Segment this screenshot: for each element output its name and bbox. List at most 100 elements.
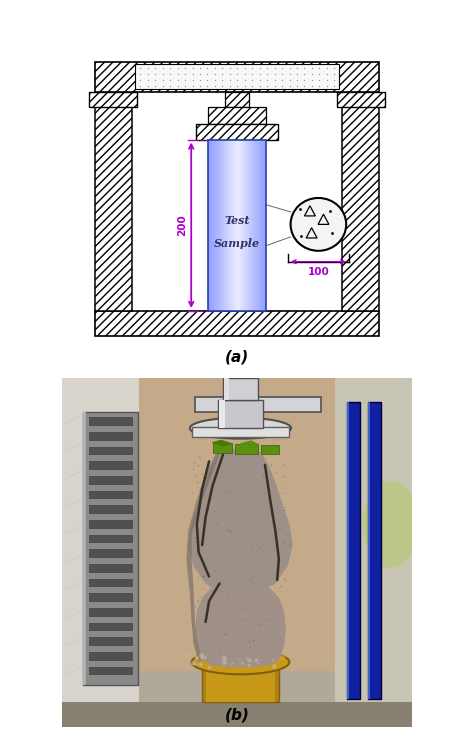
Bar xyxy=(218,400,263,428)
Bar xyxy=(368,402,381,699)
Bar xyxy=(220,139,221,311)
Bar xyxy=(224,377,229,400)
Bar xyxy=(202,661,279,702)
Bar xyxy=(211,139,212,311)
Bar xyxy=(257,139,258,311)
Bar xyxy=(225,139,226,311)
Bar xyxy=(217,139,218,311)
Bar xyxy=(264,139,265,311)
Bar xyxy=(256,139,257,311)
Text: 200: 200 xyxy=(177,214,187,236)
Bar xyxy=(247,139,249,311)
Bar xyxy=(89,520,132,528)
Bar xyxy=(241,139,242,311)
Bar xyxy=(258,139,259,311)
Bar xyxy=(240,139,241,311)
Polygon shape xyxy=(186,453,219,662)
Bar xyxy=(337,92,384,107)
Polygon shape xyxy=(188,447,293,591)
Bar xyxy=(244,139,245,311)
Ellipse shape xyxy=(363,481,419,568)
Bar xyxy=(265,139,266,311)
Bar xyxy=(213,139,214,311)
Bar xyxy=(89,505,132,513)
Bar xyxy=(94,62,380,92)
Bar xyxy=(221,139,222,311)
Bar xyxy=(235,139,237,311)
Text: Test: Test xyxy=(224,214,250,225)
Bar xyxy=(63,702,411,727)
Bar xyxy=(237,139,238,311)
Polygon shape xyxy=(212,440,232,446)
Bar xyxy=(63,377,139,702)
Bar xyxy=(206,661,275,702)
Bar xyxy=(218,139,219,311)
Bar xyxy=(228,139,229,311)
Bar xyxy=(216,139,217,311)
Bar xyxy=(223,139,224,311)
Bar xyxy=(83,413,86,685)
Bar xyxy=(368,402,370,699)
Text: Sample: Sample xyxy=(214,239,260,250)
Bar xyxy=(89,578,132,586)
Bar xyxy=(242,139,243,311)
Bar xyxy=(254,139,255,311)
Polygon shape xyxy=(240,441,258,447)
Bar xyxy=(89,608,132,616)
Bar xyxy=(94,311,380,336)
Bar xyxy=(89,652,132,660)
Ellipse shape xyxy=(291,198,346,251)
Ellipse shape xyxy=(195,652,286,662)
Ellipse shape xyxy=(191,650,289,675)
Bar xyxy=(231,139,233,311)
Bar xyxy=(219,139,220,311)
Bar xyxy=(246,139,247,311)
Bar xyxy=(347,402,360,699)
Bar xyxy=(208,107,266,124)
Bar xyxy=(89,462,132,469)
Text: (a): (a) xyxy=(225,349,249,364)
Bar xyxy=(196,124,278,139)
Text: (b): (b) xyxy=(225,708,249,722)
Bar xyxy=(83,413,137,685)
Bar xyxy=(89,622,132,631)
Bar xyxy=(139,671,335,702)
Bar xyxy=(89,447,132,454)
Bar xyxy=(195,397,321,413)
Bar xyxy=(259,139,260,311)
Bar xyxy=(210,139,211,311)
Bar xyxy=(94,101,132,311)
Bar xyxy=(226,139,227,311)
Bar xyxy=(215,139,216,311)
Bar xyxy=(262,445,279,454)
Bar xyxy=(89,593,132,601)
Bar xyxy=(89,476,132,484)
Bar xyxy=(246,139,248,311)
Bar xyxy=(89,432,132,440)
Bar xyxy=(214,139,215,311)
Bar xyxy=(263,139,264,311)
Bar xyxy=(250,139,252,311)
Polygon shape xyxy=(195,581,286,667)
Ellipse shape xyxy=(190,418,291,439)
Bar xyxy=(243,139,244,311)
Bar xyxy=(208,139,266,311)
Bar xyxy=(255,139,256,311)
Bar xyxy=(208,139,210,311)
Bar xyxy=(347,402,349,699)
Bar xyxy=(139,377,335,702)
Bar xyxy=(222,139,223,311)
Bar xyxy=(232,139,234,311)
Bar xyxy=(260,139,261,311)
Bar xyxy=(89,490,132,498)
Bar xyxy=(89,549,132,557)
Bar xyxy=(245,139,246,311)
Bar xyxy=(209,139,210,311)
Bar xyxy=(89,418,132,425)
Bar xyxy=(224,139,225,311)
Bar xyxy=(233,139,235,311)
Bar xyxy=(90,92,137,107)
Bar xyxy=(253,139,255,311)
Bar xyxy=(235,444,258,454)
Bar xyxy=(248,139,250,311)
